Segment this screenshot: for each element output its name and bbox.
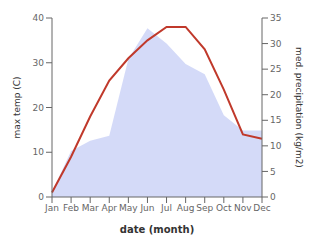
svg-text:Sep: Sep <box>196 203 213 213</box>
svg-text:Jun: Jun <box>139 203 154 213</box>
svg-text:30: 30 <box>270 39 282 49</box>
svg-text:15: 15 <box>270 115 281 125</box>
svg-text:Nov: Nov <box>234 203 252 213</box>
svg-text:35: 35 <box>270 13 281 23</box>
svg-text:25: 25 <box>270 64 281 74</box>
svg-text:20: 20 <box>270 90 282 100</box>
svg-text:0: 0 <box>270 192 276 202</box>
svg-text:Aug: Aug <box>177 203 195 213</box>
svg-text:10: 10 <box>270 141 282 151</box>
svg-text:40: 40 <box>33 13 45 23</box>
svg-text:Feb: Feb <box>63 203 79 213</box>
svg-text:20: 20 <box>33 103 45 113</box>
svg-text:Oct: Oct <box>216 203 232 213</box>
svg-text:10: 10 <box>33 147 45 157</box>
svg-text:Dec: Dec <box>253 203 270 213</box>
svg-text:Mar: Mar <box>82 203 99 213</box>
svg-text:May: May <box>119 203 138 213</box>
svg-text:date (month): date (month) <box>120 224 194 235</box>
svg-text:Jul: Jul <box>160 203 172 213</box>
svg-text:Apr: Apr <box>101 203 117 213</box>
svg-text:30: 30 <box>33 58 45 68</box>
svg-text:5: 5 <box>270 167 276 177</box>
svg-text:Jan: Jan <box>44 203 59 213</box>
svg-text:0: 0 <box>38 192 44 202</box>
svg-text:max temp (C): max temp (C) <box>12 76 22 138</box>
svg-text:med. precipitation (kg/m2): med. precipitation (kg/m2) <box>294 47 304 168</box>
